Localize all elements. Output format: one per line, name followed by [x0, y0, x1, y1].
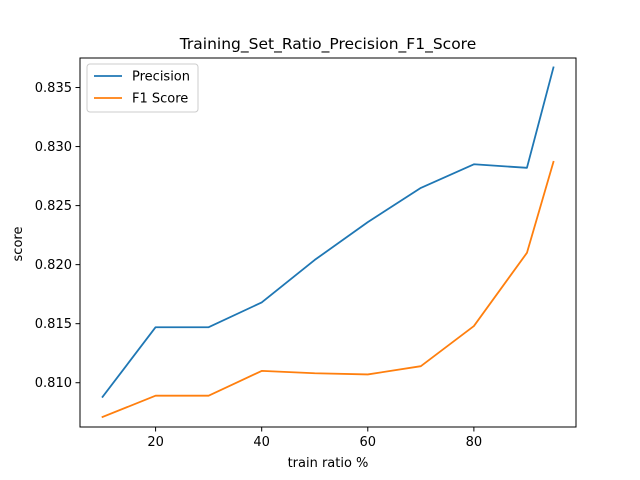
y-axis-label: score: [11, 227, 26, 262]
y-tick-label: 0.830: [35, 140, 72, 155]
series-line-precision: [101, 66, 555, 399]
y-tick-label: 0.820: [35, 258, 72, 273]
plot-area: [101, 66, 555, 419]
legend-label-f1-score: F1 Score: [132, 92, 188, 107]
x-tick-label: 20: [147, 435, 164, 450]
axes-frame: [79, 57, 577, 428]
y-tick-label: 0.835: [35, 81, 72, 96]
legend-label-precision: Precision: [132, 70, 190, 85]
x-tick-label: 80: [466, 435, 483, 450]
x-axis-label: train ratio %: [288, 456, 369, 471]
legend: Precision F1 Score: [86, 63, 199, 113]
chart-title: Training_Set_Ratio_Precision_F1_Score: [179, 35, 477, 54]
x-tick-label: 60: [360, 435, 377, 450]
series-line-f1-score: [101, 160, 555, 419]
y-tick-label: 0.825: [35, 199, 72, 214]
axes: 20 40 60 80 0.810 0.815 0.820 0.825 0.830 0.835: [35, 57, 577, 450]
y-tick-label: 0.810: [35, 376, 72, 391]
x-tick-label: 40: [253, 435, 270, 450]
y-tick-label: 0.815: [35, 317, 72, 332]
